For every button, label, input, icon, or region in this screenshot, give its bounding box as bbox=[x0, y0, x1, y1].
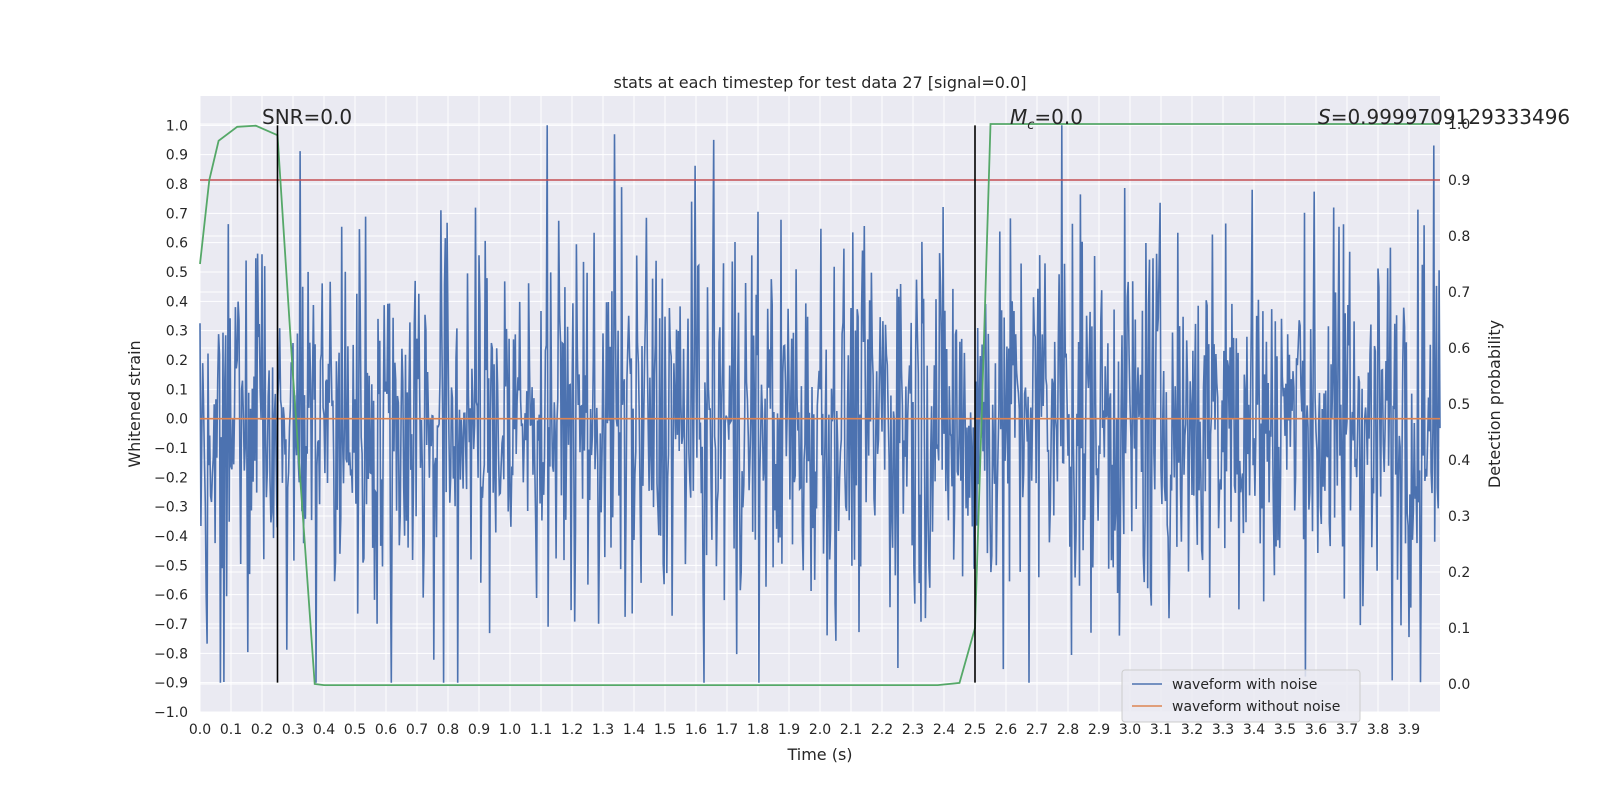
x-tick-label: 2.1 bbox=[840, 722, 862, 738]
x-tick-label: 1.1 bbox=[530, 722, 552, 738]
x-tick-label: 3.0 bbox=[1119, 722, 1141, 738]
x-tick-label: 3.8 bbox=[1367, 722, 1389, 738]
y2-tick-label: 0.6 bbox=[1448, 341, 1470, 357]
y-tick-label: −0.6 bbox=[154, 588, 188, 604]
legend-label-clean: waveform without noise bbox=[1172, 699, 1340, 715]
x-tick-label: 2.7 bbox=[1026, 722, 1048, 738]
y2-tick-label: 0.9 bbox=[1448, 173, 1470, 189]
x-tick-label: 1.6 bbox=[685, 722, 707, 738]
x-tick-label: 3.9 bbox=[1398, 722, 1420, 738]
y2-tick-label: 0.2 bbox=[1448, 565, 1470, 581]
x-tick-label: 3.4 bbox=[1243, 722, 1265, 738]
y-tick-label: −0.2 bbox=[154, 470, 188, 486]
grid bbox=[199, 96, 1440, 713]
mc-subscript: c bbox=[1027, 118, 1034, 133]
mc-annotation: Mc=0.0 bbox=[1010, 105, 1083, 133]
x-tick-label: 0.1 bbox=[220, 722, 242, 738]
chart-title: stats at each timestep for test data 27 … bbox=[614, 73, 1027, 92]
snr-annotation: SNR=0.0 bbox=[262, 105, 352, 129]
x-tick-label: 0.0 bbox=[189, 722, 211, 738]
x-tick-label: 1.8 bbox=[747, 722, 769, 738]
x-tick-label: 3.2 bbox=[1181, 722, 1203, 738]
y2-tick-label: 0.1 bbox=[1448, 621, 1470, 637]
x-tick-label: 0.2 bbox=[251, 722, 273, 738]
x-tick-label: 2.2 bbox=[871, 722, 893, 738]
x-tick-label: 2.9 bbox=[1088, 722, 1110, 738]
x-tick-label: 0.5 bbox=[344, 722, 366, 738]
y2-tick-label: 0.7 bbox=[1448, 285, 1470, 301]
y2-tick-label: 0.0 bbox=[1448, 677, 1470, 693]
x-tick-label: 3.6 bbox=[1305, 722, 1327, 738]
x-tick-label: 3.1 bbox=[1150, 722, 1172, 738]
x-tick-label: 0.3 bbox=[282, 722, 304, 738]
x-tick-label: 1.2 bbox=[561, 722, 583, 738]
y-tick-label: 0.3 bbox=[166, 324, 188, 340]
x-tick-label: 1.0 bbox=[499, 722, 521, 738]
y-tick-label: −0.7 bbox=[154, 617, 188, 633]
x-tick-label: 1.5 bbox=[654, 722, 676, 738]
y-tick-label: −1.0 bbox=[154, 705, 188, 721]
y-tick-label: −0.5 bbox=[154, 558, 188, 574]
mc-value: =0.0 bbox=[1034, 105, 1083, 129]
y-tick-label: 0.9 bbox=[166, 148, 188, 164]
y-tick-label: −0.9 bbox=[154, 676, 188, 692]
y-tick-label: 0.2 bbox=[166, 353, 188, 369]
x-tick-label: 2.4 bbox=[933, 722, 955, 738]
y-tick-label: 0.0 bbox=[166, 412, 188, 428]
s-value: =0.9999709129333496 bbox=[1331, 105, 1570, 129]
y2-tick-labels: 0.0 0.1 0.2 0.3 0.4 0.5 0.6 0.7 0.8 0.9 1.0 bbox=[1448, 117, 1470, 693]
x-tick-label: 2.8 bbox=[1057, 722, 1079, 738]
y2-tick-label: 0.3 bbox=[1448, 509, 1470, 525]
x-tick-label: 1.7 bbox=[716, 722, 738, 738]
y-tick-label: 1.0 bbox=[166, 118, 188, 134]
x-tick-label: 3.5 bbox=[1274, 722, 1296, 738]
y2-tick-label: 0.5 bbox=[1448, 397, 1470, 413]
x-tick-label: 3.7 bbox=[1336, 722, 1358, 738]
legend-label-noise: waveform with noise bbox=[1172, 677, 1317, 693]
x-tick-label: 0.9 bbox=[468, 722, 490, 738]
x-tick-label: 0.4 bbox=[313, 722, 335, 738]
y-tick-label: 0.5 bbox=[166, 265, 188, 281]
y-tick-label: −0.3 bbox=[154, 500, 188, 516]
x-axis-label: Time (s) bbox=[786, 745, 852, 764]
y2-tick-label: 0.4 bbox=[1448, 453, 1470, 469]
y-tick-label: 0.1 bbox=[166, 382, 188, 398]
x-tick-label: 0.8 bbox=[437, 722, 459, 738]
y-tick-label: 0.4 bbox=[166, 294, 188, 310]
s-annotation: S=0.9999709129333496 bbox=[1318, 105, 1570, 129]
x-tick-label: 2.3 bbox=[902, 722, 924, 738]
x-tick-label: 2.6 bbox=[995, 722, 1017, 738]
x-tick-label: 2.0 bbox=[809, 722, 831, 738]
y-tick-label: 0.6 bbox=[166, 236, 188, 252]
x-tick-labels: 0.0 0.1 0.2 0.3 0.4 0.5 0.6 0.7 0.8 0.9 1.0 1.1 1.2 1… bbox=[189, 722, 1420, 738]
x-tick-label: 1.3 bbox=[592, 722, 614, 738]
y-tick-label: 0.8 bbox=[166, 177, 188, 193]
legend-frame bbox=[1121, 669, 1361, 723]
y2-tick-label: 1.0 bbox=[1448, 117, 1470, 133]
mc-symbol: M bbox=[1010, 105, 1027, 129]
x-tick-label: 1.4 bbox=[623, 722, 645, 738]
y-tick-labels: −1.0 −0.9 −0.8 −0.7 −0.6 −0.5 −0.4 −0.3 −0.2 −0.1… bbox=[154, 118, 188, 721]
x-tick-label: 1.9 bbox=[778, 722, 800, 738]
x-tick-label: 2.5 bbox=[964, 722, 986, 738]
series-layer bbox=[199, 123, 1441, 686]
y2-tick-label: 0.8 bbox=[1448, 229, 1470, 245]
x-tick-label: 0.7 bbox=[406, 722, 428, 738]
x-tick-label: 0.6 bbox=[375, 722, 397, 738]
y-tick-label: −0.8 bbox=[154, 646, 188, 662]
y-tick-label: 0.7 bbox=[166, 206, 188, 222]
series-detection-probability bbox=[199, 123, 1440, 686]
s-symbol: S bbox=[1318, 105, 1331, 129]
x-tick-label: 3.3 bbox=[1212, 722, 1234, 738]
y-tick-label: −0.1 bbox=[154, 441, 188, 457]
series-waveform-with-noise bbox=[199, 125, 1441, 683]
legend: waveform with noise waveform without noi… bbox=[1121, 669, 1361, 723]
y2-axis-label: Detection probability bbox=[1485, 320, 1504, 488]
y-tick-label: −0.4 bbox=[154, 529, 188, 545]
y-axis-label: Whitened strain bbox=[125, 340, 144, 467]
